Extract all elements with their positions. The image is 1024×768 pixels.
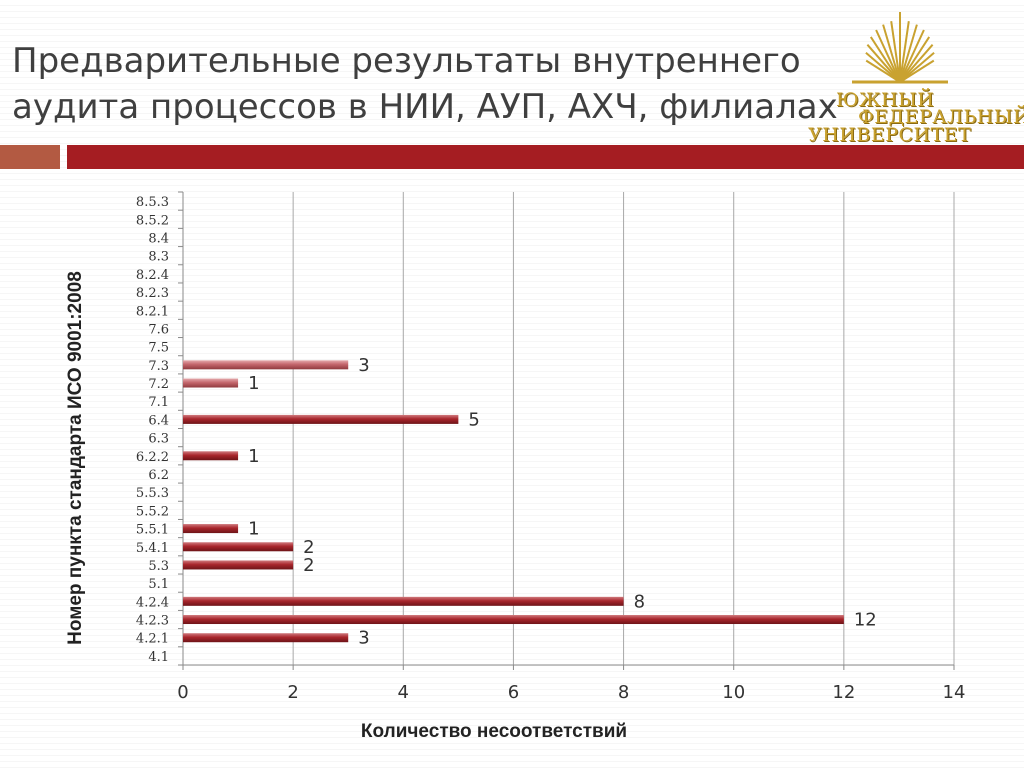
y-tick-label: 7.2 xyxy=(148,377,169,392)
title-line-1: Предварительные результаты внутреннего xyxy=(12,41,801,81)
bar xyxy=(183,560,294,570)
bar xyxy=(183,360,349,370)
y-tick-label: 8.4 xyxy=(148,231,169,246)
y-tick-label: 6.4 xyxy=(148,413,169,428)
y-tick-label: 5.5.1 xyxy=(136,523,169,538)
bar xyxy=(183,378,239,388)
y-tick-label: 8.3 xyxy=(148,250,169,265)
y-tick-label: 4.2.3 xyxy=(136,614,169,629)
y-tick-label: 4.1 xyxy=(148,650,169,665)
data-label: 5 xyxy=(468,409,479,430)
bar xyxy=(183,414,459,424)
bar xyxy=(183,524,239,534)
accent-bar xyxy=(67,145,1024,169)
slide-title: Предварительные результаты внутреннего а… xyxy=(12,38,912,130)
x-axis-title: Количество несоответствий xyxy=(361,721,627,742)
data-label: 2 xyxy=(303,555,314,576)
y-tick-label: 5.5.2 xyxy=(136,504,169,519)
bar-chart: 0 2 4 6 8 10 12 144.14.2.1 34.2.3 124.2.4 85.15.3 2… xyxy=(65,191,966,742)
y-axis-title: Номер пункта стандарта ИСО 9001:2008 xyxy=(65,271,86,645)
x-tick-label: 8 xyxy=(618,682,629,703)
data-label: 8 xyxy=(634,591,645,612)
data-label: 12 xyxy=(854,610,877,631)
title-line-2: аудита процессов в НИИ, АУП, АХЧ, филиал… xyxy=(12,87,838,127)
x-tick-label: 12 xyxy=(832,682,855,703)
x-tick-label: 10 xyxy=(722,682,745,703)
y-tick-label: 4.2.1 xyxy=(136,632,169,647)
logo-text-line-2: ФЕДЕРАЛЬНЫЙ xyxy=(858,106,1024,128)
y-tick-label: 6.2 xyxy=(148,468,169,483)
y-tick-label: 5.1 xyxy=(148,577,169,592)
y-tick-label: 5.4.1 xyxy=(136,541,169,556)
accent-square xyxy=(0,145,60,169)
x-tick-label: 0 xyxy=(177,682,188,703)
bar xyxy=(183,615,844,625)
y-tick-label: 6.2.2 xyxy=(136,450,169,465)
y-tick-label: 8.2.4 xyxy=(136,268,169,283)
bar xyxy=(183,596,624,606)
data-label: 3 xyxy=(358,355,369,376)
y-tick-label: 8.5.3 xyxy=(136,195,169,210)
y-tick-label: 8.5.2 xyxy=(136,213,169,228)
y-tick-label: 4.2.4 xyxy=(136,595,169,610)
logo-rays-icon xyxy=(852,12,948,84)
y-tick-label: 5.3 xyxy=(148,559,169,574)
data-label: 2 xyxy=(303,537,314,558)
y-tick-label: 7.3 xyxy=(148,359,169,374)
x-tick-label: 14 xyxy=(943,682,966,703)
x-tick-label: 4 xyxy=(398,682,409,703)
y-tick-label: 7.6 xyxy=(148,322,169,337)
y-tick-label: 7.5 xyxy=(148,341,169,356)
bar xyxy=(183,451,239,461)
y-tick-label: 8.2.3 xyxy=(136,286,169,301)
university-logo: ЮЖНЫЙ ФЕДЕРАЛЬНЫЙ УНИВЕРСИТЕТ xyxy=(800,10,1024,150)
y-tick-label: 8.2.1 xyxy=(136,304,169,319)
data-label: 1 xyxy=(248,446,259,467)
y-tick-label: 5.5.3 xyxy=(136,486,169,501)
data-label: 1 xyxy=(248,373,259,394)
data-label: 1 xyxy=(248,519,259,540)
logo-text-line-3: УНИВЕРСИТЕТ xyxy=(808,124,972,146)
y-tick-label: 7.1 xyxy=(148,395,169,410)
bar xyxy=(183,542,294,552)
y-tick-label: 6.3 xyxy=(148,432,169,447)
logo-text-line-1: ЮЖНЫЙ xyxy=(836,89,935,111)
data-label: 3 xyxy=(358,628,369,649)
bar xyxy=(183,633,349,643)
x-tick-label: 2 xyxy=(287,682,298,703)
x-tick-label: 6 xyxy=(508,682,519,703)
